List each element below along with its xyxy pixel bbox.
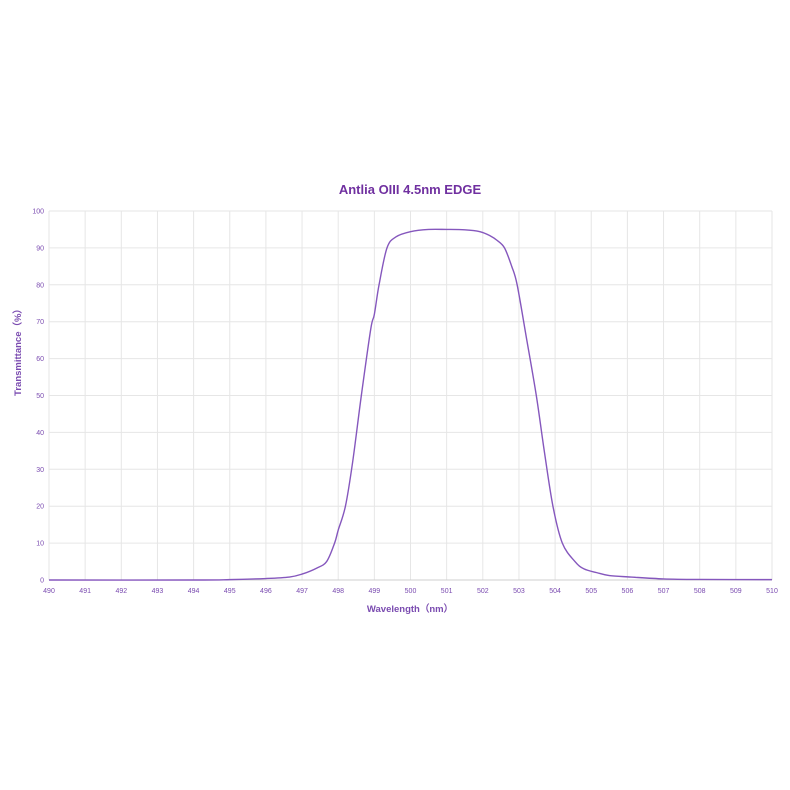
y-tick-label: 20 [36, 504, 44, 511]
x-tick-label: 507 [658, 588, 670, 595]
x-tick-label: 495 [224, 588, 236, 595]
x-tick-label: 496 [260, 588, 272, 595]
y-tick-label: 30 [36, 467, 44, 474]
y-tick-label: 40 [36, 430, 44, 437]
y-tick-label: 10 [36, 541, 44, 548]
x-tick-label: 493 [152, 588, 164, 595]
chart-title: Antlia OIII 4.5nm EDGE [339, 182, 482, 197]
x-tick-label: 500 [405, 588, 417, 595]
grid [48, 210, 773, 581]
x-tick-label: 490 [43, 588, 55, 595]
x-tick-label: 509 [730, 588, 742, 595]
y-tick-label: 80 [36, 282, 44, 289]
y-tick-label: 90 [36, 245, 44, 252]
x-tick-label: 491 [79, 588, 91, 595]
transmittance-curve [48, 228, 773, 581]
x-tick-label: 504 [549, 588, 561, 595]
x-axis-label: Wavelength（nm） [367, 603, 453, 615]
x-tick-label: 502 [477, 588, 489, 595]
x-tick-label: 492 [115, 588, 127, 595]
y-tick-label: 50 [36, 393, 44, 400]
x-tick-label: 501 [441, 588, 453, 595]
x-tick-label: 494 [188, 588, 200, 595]
x-tick-labels: 490 491 492 493 494 495 496 497 498 499 500 501 502 5… [43, 588, 778, 595]
y-tick-label: 100 [32, 209, 44, 216]
x-tick-label: 506 [622, 588, 634, 595]
x-tick-label: 498 [332, 588, 344, 595]
x-tick-label: 505 [585, 588, 597, 595]
x-tick-label: 499 [369, 588, 381, 595]
y-tick-label: 70 [36, 319, 44, 326]
y-tick-label: 0 [40, 578, 44, 585]
x-tick-label: 510 [766, 588, 778, 595]
x-tick-label: 497 [296, 588, 308, 595]
x-tick-label: 508 [694, 588, 706, 595]
y-tick-label: 60 [36, 356, 44, 363]
y-axis-label: Transmittance（%） [12, 304, 24, 396]
y-tick-labels: 0 10 20 30 40 50 60 70 80 90 100 [32, 209, 44, 585]
x-tick-label: 503 [513, 588, 525, 595]
